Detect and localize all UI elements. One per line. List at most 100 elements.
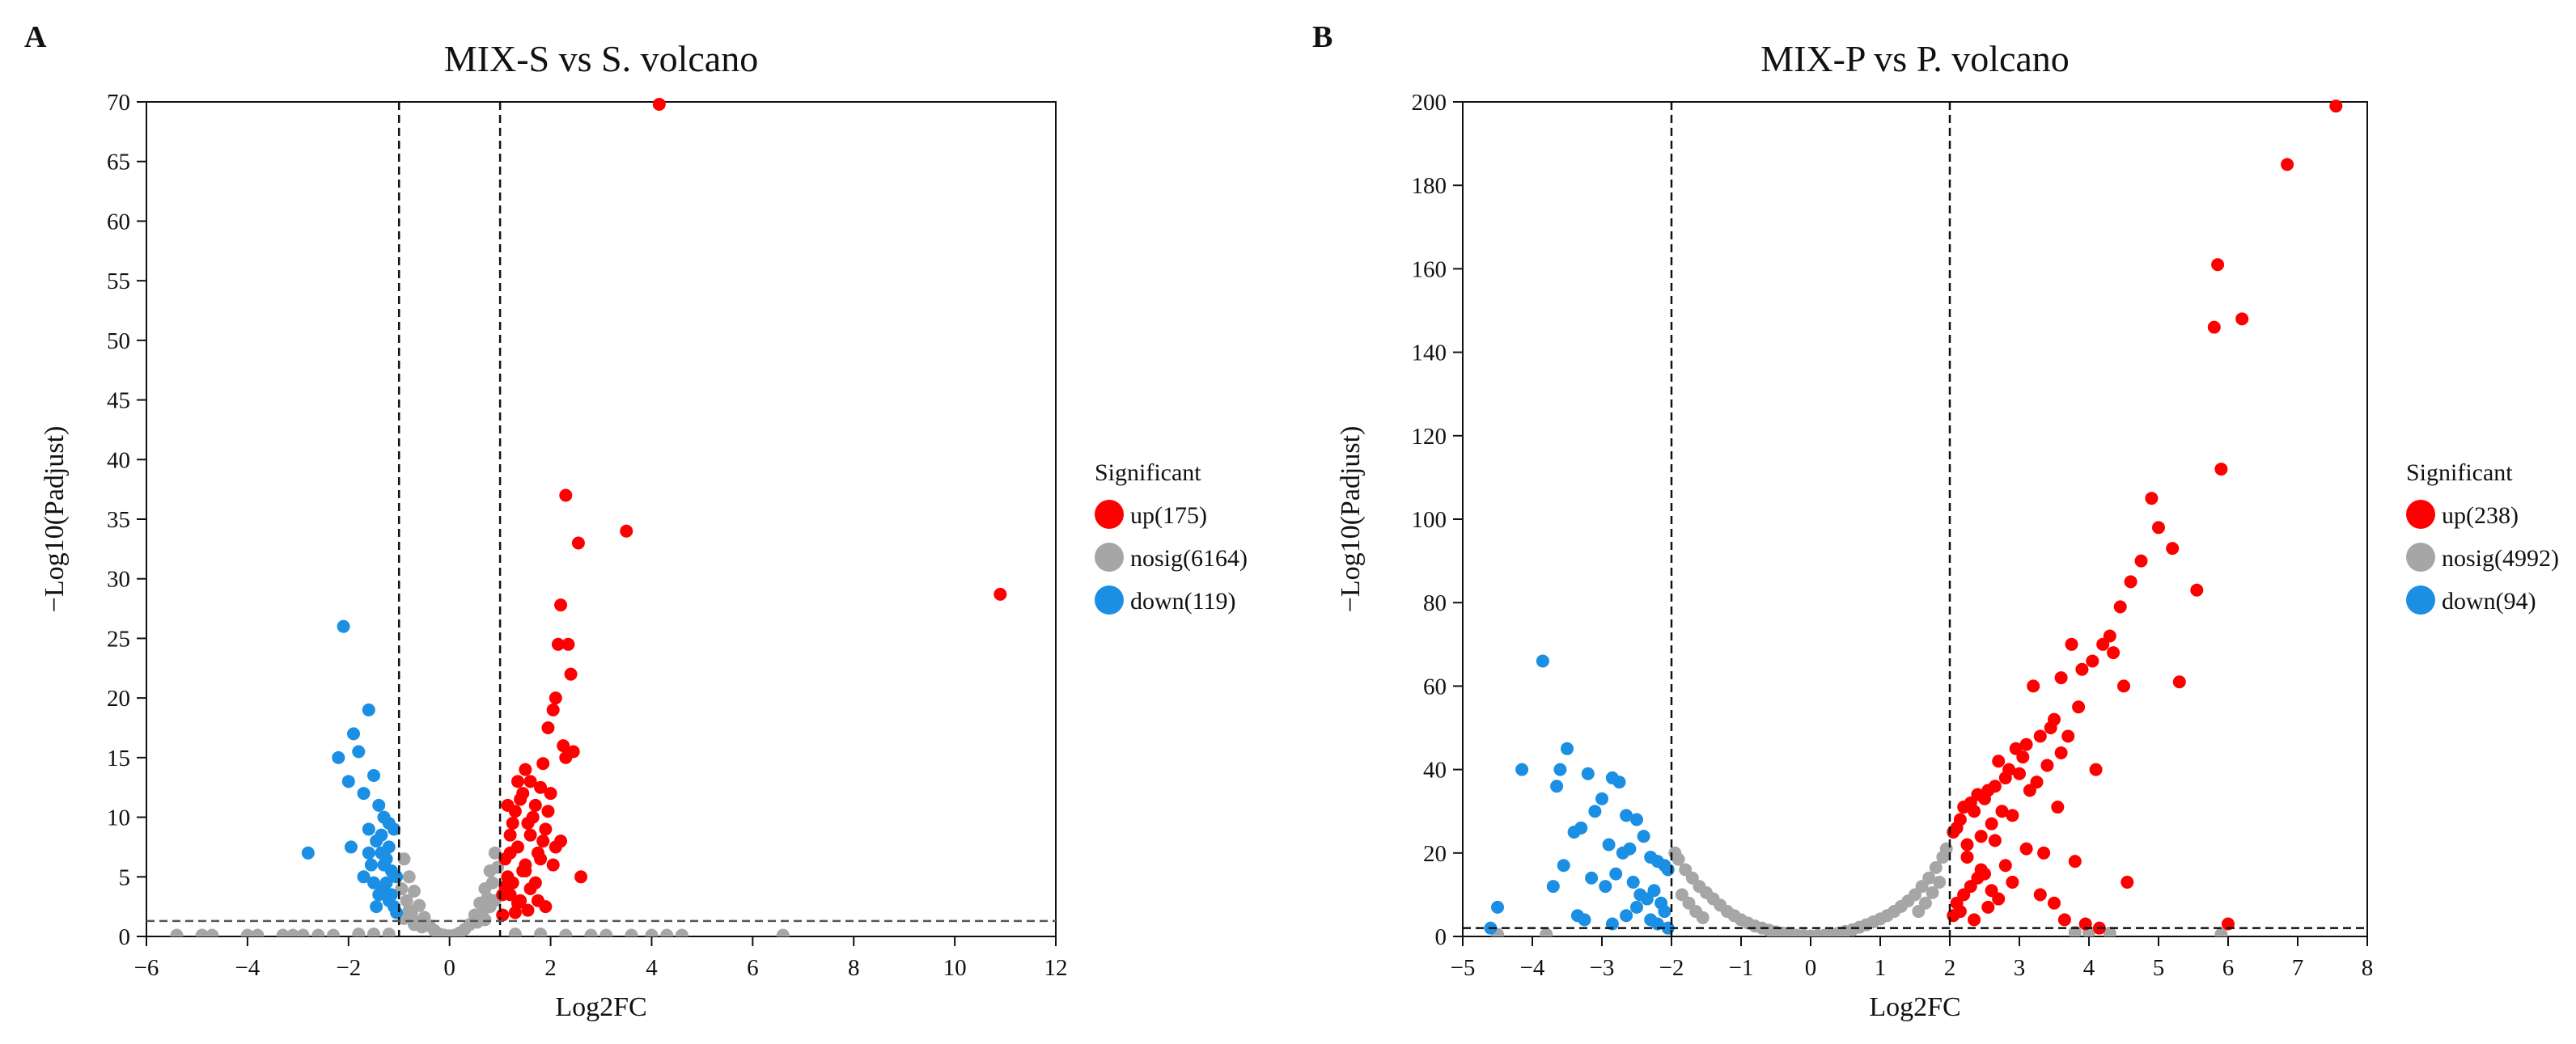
point-down (341, 775, 355, 788)
point-down (357, 870, 371, 884)
point-up (2061, 729, 2075, 743)
y-tick-label: 0 (1435, 924, 1447, 950)
point-up (551, 637, 565, 651)
point-down (1620, 909, 1633, 923)
legend-marker-up (2406, 500, 2435, 529)
point-nosig (645, 928, 659, 936)
point-up (2329, 99, 2343, 113)
points-layer (170, 97, 1007, 936)
point-down (382, 840, 396, 854)
x-tick-label: 6 (747, 955, 759, 981)
point-nosig (402, 870, 416, 884)
legend-title: Significant (2406, 459, 2513, 486)
y-tick-label: 0 (119, 924, 131, 950)
point-nosig (1540, 928, 1553, 936)
y-tick-label: 40 (107, 447, 130, 473)
point-up (2072, 700, 2086, 714)
y-tick-label: 60 (107, 209, 130, 235)
y-tick-label: 30 (107, 567, 130, 593)
point-nosig (1696, 911, 1710, 924)
point-up (2124, 575, 2137, 589)
point-up (534, 852, 548, 866)
point-nosig (276, 928, 290, 936)
legend-label-down: down(94) (2442, 588, 2536, 615)
point-up (503, 828, 517, 842)
point-up (2037, 846, 2051, 860)
point-up (2033, 729, 2047, 743)
x-tick-label: 0 (443, 955, 455, 981)
point-up (559, 488, 573, 502)
point-up (2019, 738, 2033, 751)
point-up (2033, 888, 2047, 902)
point-up (1974, 830, 1988, 843)
y-tick-label: 15 (107, 746, 130, 771)
x-axis-label: Log2FC (1869, 992, 1960, 1022)
legend-marker-nosig (1095, 543, 1124, 572)
x-tick-label: 2 (1944, 955, 1956, 981)
point-down (1578, 913, 1591, 927)
point-up (2023, 784, 2036, 797)
y-tick-label: 40 (1423, 758, 1447, 784)
legend-marker-up (1095, 500, 1124, 529)
point-down (367, 876, 380, 890)
point-up (2051, 801, 2065, 814)
y-tick-label: 55 (107, 268, 130, 294)
point-up (521, 903, 535, 917)
point-up (511, 896, 524, 910)
x-tick-label: 4 (646, 955, 658, 981)
point-up (2190, 583, 2204, 597)
point-nosig (367, 928, 380, 936)
point-up (620, 524, 633, 538)
point-down (357, 787, 371, 801)
point-down (1609, 867, 1623, 881)
point-nosig (286, 928, 300, 936)
chart-title: MIX-S vs S. volcano (444, 38, 758, 79)
y-tick-label: 100 (1412, 507, 1447, 533)
point-down (375, 828, 388, 842)
point-up (2027, 679, 2040, 693)
point-down (1661, 863, 1675, 877)
point-nosig (1671, 852, 1685, 866)
point-nosig (296, 928, 310, 936)
legend-marker-down (2406, 585, 2435, 615)
point-up (549, 840, 562, 854)
point-nosig (675, 928, 688, 936)
x-tick-label: 3 (2014, 955, 2026, 981)
point-up (546, 858, 560, 872)
point-nosig (1918, 896, 1932, 910)
point-down (362, 703, 375, 716)
x-tick-label: −3 (1590, 955, 1615, 981)
panel-label: A (24, 20, 47, 54)
point-down (1602, 838, 1616, 852)
point-up (519, 763, 532, 776)
point-up (2096, 637, 2110, 651)
point-nosig (251, 928, 265, 936)
point-nosig (2214, 928, 2228, 936)
point-up (2235, 312, 2249, 326)
y-tick-label: 35 (107, 507, 130, 533)
point-nosig (327, 928, 341, 936)
point-nosig (584, 928, 598, 936)
point-nosig (1933, 875, 1947, 889)
point-down (1626, 875, 1640, 889)
legend-label-nosig: nosig(6164) (1130, 545, 1248, 572)
point-up (546, 703, 560, 716)
x-tick-label: 1 (1875, 955, 1887, 981)
point-up (564, 667, 578, 681)
point-nosig (625, 928, 638, 936)
panel-label: B (1312, 20, 1332, 54)
y-tick-label: 5 (119, 864, 131, 890)
y-tick-label: 80 (1423, 590, 1447, 616)
y-tick-label: 160 (1412, 256, 1447, 282)
x-tick-label: 2 (544, 955, 557, 981)
point-up (2113, 600, 2127, 614)
point-up (574, 870, 588, 884)
point-up (531, 894, 544, 907)
point-down (1612, 776, 1626, 789)
point-up (1974, 863, 1988, 877)
point-up (2048, 896, 2061, 910)
point-up (503, 846, 517, 860)
point-down (377, 858, 391, 872)
point-up (2054, 671, 2068, 685)
x-tick-label: 6 (2222, 955, 2235, 981)
